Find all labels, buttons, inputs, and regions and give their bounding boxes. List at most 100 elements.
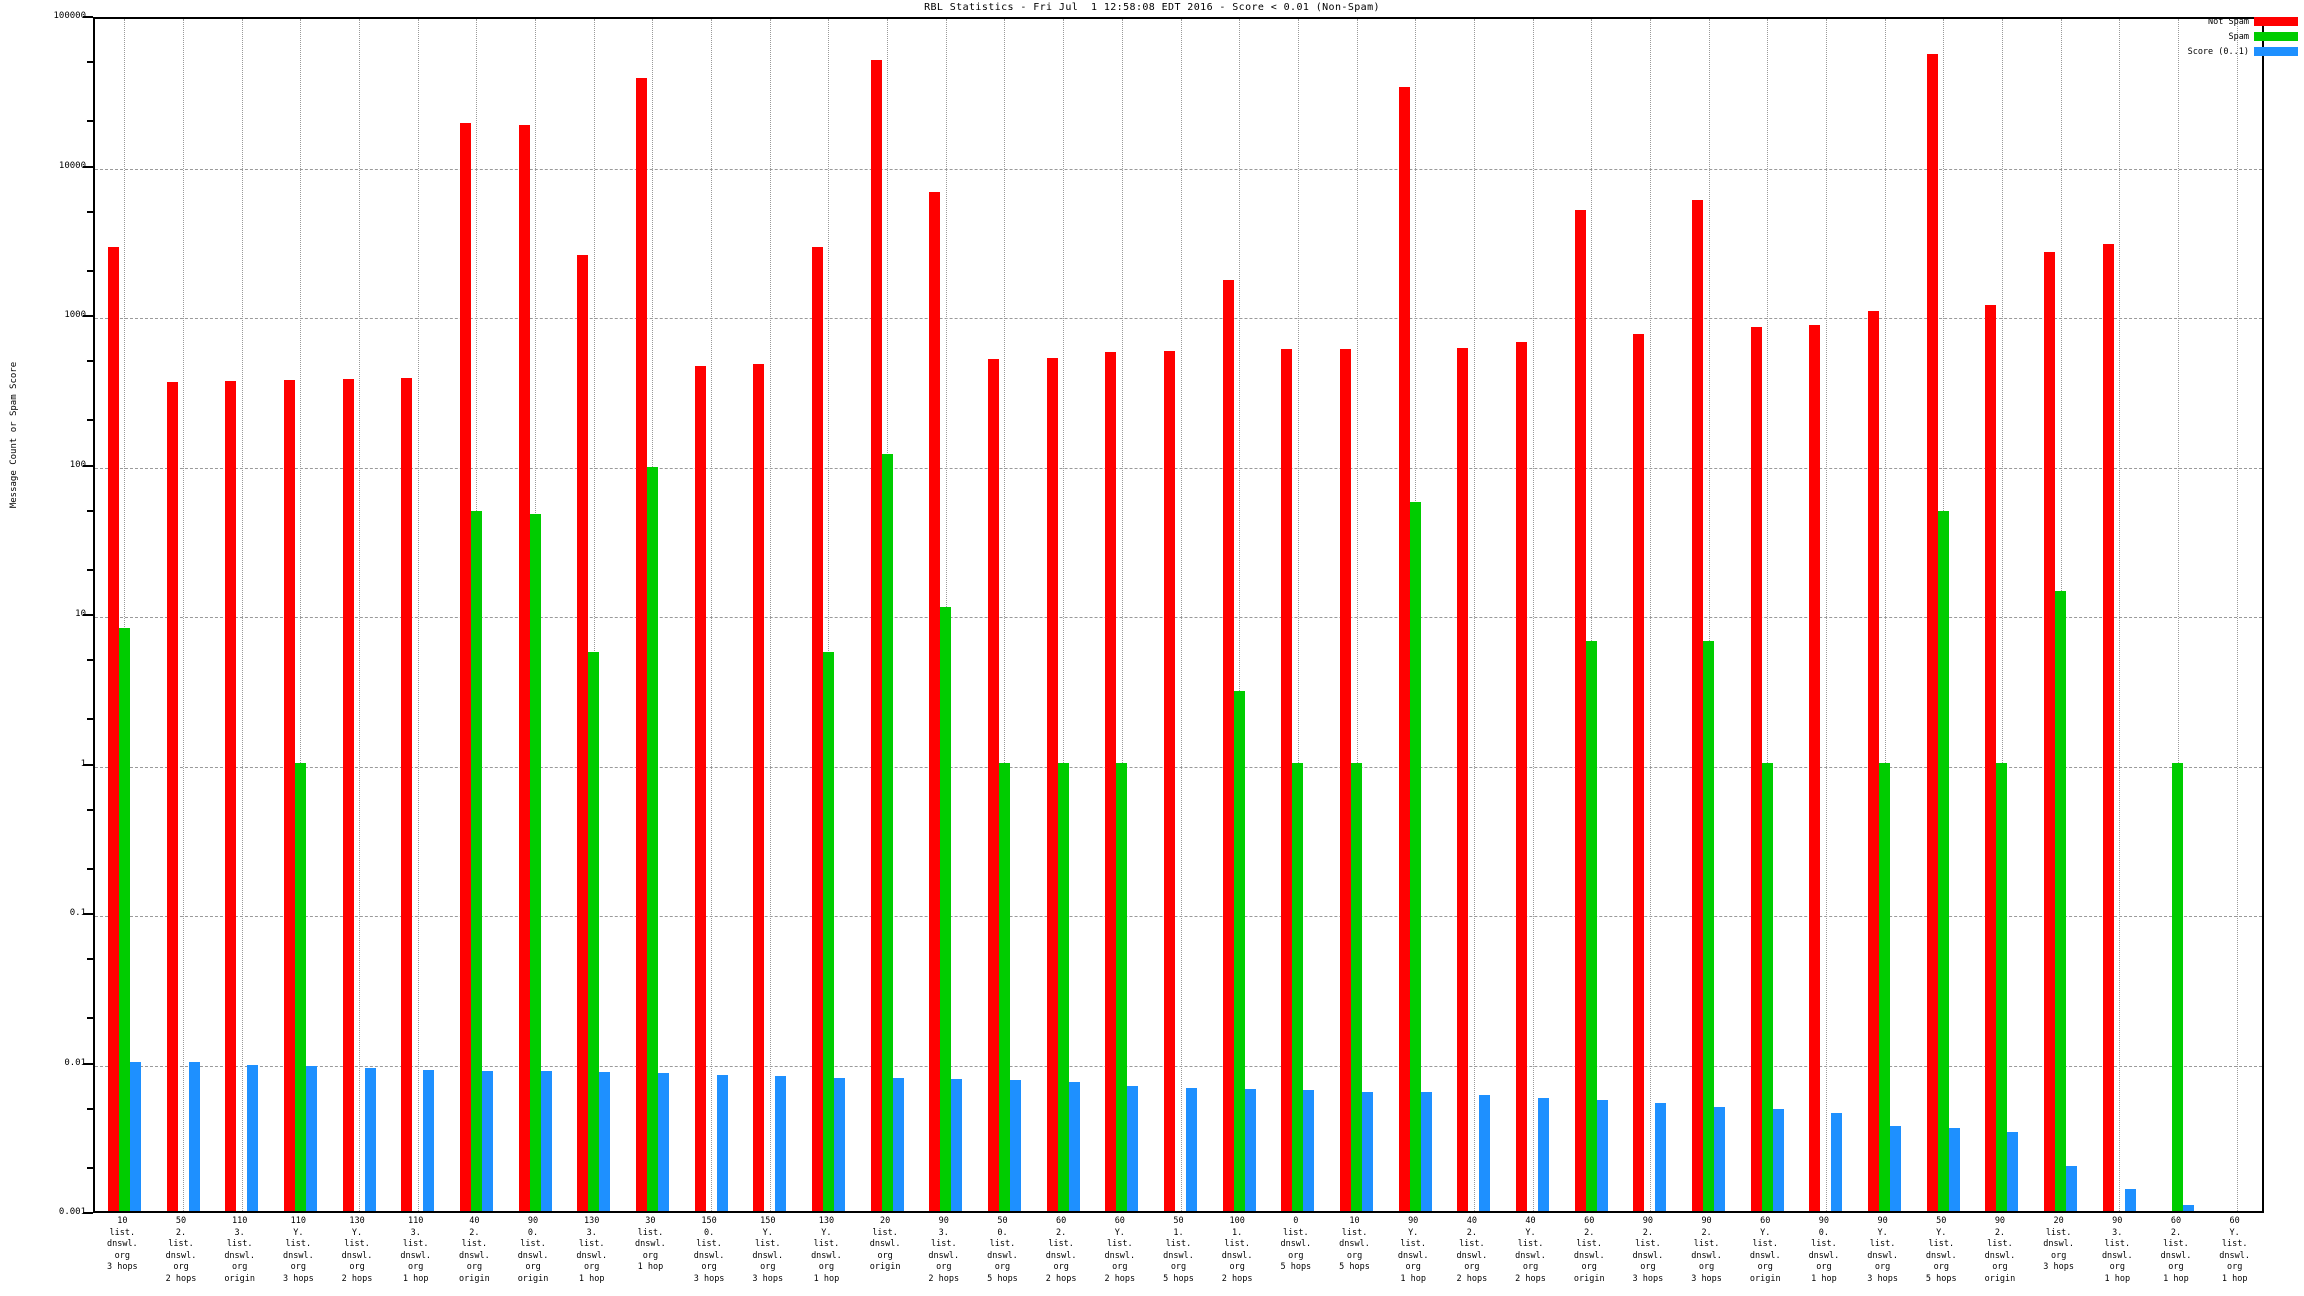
bar-score[interactable] <box>1479 1094 1490 1211</box>
bar-not-spam[interactable] <box>1751 326 1762 1211</box>
bar-not-spam[interactable] <box>2044 251 2055 1211</box>
x-axis-tick-label: 130 Y. list. dnswl. org 2 hops <box>341 1216 373 1284</box>
bar-score[interactable] <box>1538 1098 1549 1211</box>
bar-score[interactable] <box>1303 1090 1314 1211</box>
gridline-vertical <box>594 19 595 1211</box>
bar-not-spam[interactable] <box>401 377 412 1211</box>
bar-score[interactable] <box>2007 1131 2018 1211</box>
bar-not-spam[interactable] <box>1927 53 1938 1211</box>
bar-not-spam[interactable] <box>1105 351 1116 1211</box>
bar-spam[interactable] <box>1351 762 1362 1211</box>
x-axis-tick-label: 60 Y. list. dnswl. org 1 hop <box>2219 1216 2250 1284</box>
bar-spam[interactable] <box>1234 691 1245 1211</box>
bar-spam[interactable] <box>1058 762 1069 1211</box>
bar-score[interactable] <box>599 1072 610 1211</box>
bar-score[interactable] <box>1949 1127 1960 1211</box>
bar-spam[interactable] <box>530 513 541 1211</box>
bar-spam[interactable] <box>2055 591 2066 1211</box>
bar-spam[interactable] <box>1879 762 1890 1211</box>
bar-spam[interactable] <box>940 606 951 1211</box>
bar-score[interactable] <box>1010 1080 1021 1211</box>
bar-score[interactable] <box>306 1066 317 1211</box>
bar-spam[interactable] <box>999 762 1010 1211</box>
bar-spam[interactable] <box>1703 640 1714 1211</box>
bar-spam[interactable] <box>1410 502 1421 1211</box>
bar-not-spam[interactable] <box>225 381 236 1211</box>
bar-spam[interactable] <box>1586 640 1597 1211</box>
bar-not-spam[interactable] <box>167 382 178 1211</box>
bar-not-spam[interactable] <box>1281 349 1292 1211</box>
bar-score[interactable] <box>1773 1109 1784 1211</box>
bar-not-spam[interactable] <box>929 192 940 1211</box>
bar-score[interactable] <box>2183 1204 2194 1211</box>
bar-score[interactable] <box>247 1064 258 1211</box>
bar-spam[interactable] <box>1938 511 1949 1211</box>
bar-score[interactable] <box>775 1076 786 1211</box>
x-axis-tick-label: 50 1. list. dnswl. org 5 hops <box>1163 1216 1194 1284</box>
bar-not-spam[interactable] <box>519 124 530 1211</box>
bar-score[interactable] <box>1069 1081 1080 1211</box>
bar-spam[interactable] <box>882 454 893 1211</box>
bar-score[interactable] <box>951 1079 962 1211</box>
bar-spam[interactable] <box>588 651 599 1211</box>
bar-score[interactable] <box>1362 1091 1373 1211</box>
x-axis-tick-label: 90 2. list. dnswl. org 3 hops <box>1632 1216 1664 1284</box>
bar-not-spam[interactable] <box>1868 310 1879 1211</box>
bar-score[interactable] <box>658 1072 669 1211</box>
bar-score[interactable] <box>1421 1091 1432 1211</box>
bar-spam[interactable] <box>295 762 306 1211</box>
bar-not-spam[interactable] <box>1575 209 1586 1211</box>
bar-score[interactable] <box>541 1070 552 1211</box>
bar-not-spam[interactable] <box>577 254 588 1211</box>
bar-not-spam[interactable] <box>1692 199 1703 1211</box>
bar-score[interactable] <box>423 1069 434 1211</box>
bar-not-spam[interactable] <box>812 247 823 1211</box>
bar-score[interactable] <box>893 1077 904 1211</box>
bar-spam[interactable] <box>119 627 130 1211</box>
bar-not-spam[interactable] <box>988 359 999 1211</box>
bar-score[interactable] <box>1714 1106 1725 1211</box>
bar-score[interactable] <box>130 1061 141 1211</box>
bar-spam[interactable] <box>1762 762 1773 1211</box>
bar-not-spam[interactable] <box>1047 357 1058 1211</box>
bar-not-spam[interactable] <box>1399 86 1410 1211</box>
bar-score[interactable] <box>1831 1113 1842 1211</box>
bar-score[interactable] <box>1655 1102 1666 1211</box>
bar-not-spam[interactable] <box>1457 348 1468 1211</box>
bar-not-spam[interactable] <box>636 77 647 1211</box>
bar-not-spam[interactable] <box>108 247 119 1211</box>
bar-not-spam[interactable] <box>1516 341 1527 1211</box>
bar-spam[interactable] <box>647 466 658 1211</box>
bar-spam[interactable] <box>823 651 834 1211</box>
bar-not-spam[interactable] <box>460 122 471 1211</box>
bar-not-spam[interactable] <box>1633 334 1644 1211</box>
bar-score[interactable] <box>1597 1100 1608 1211</box>
bar-score[interactable] <box>482 1070 493 1211</box>
bar-not-spam[interactable] <box>1164 350 1175 1211</box>
bar-score[interactable] <box>834 1077 845 1211</box>
bar-not-spam[interactable] <box>695 365 706 1211</box>
bar-spam[interactable] <box>1116 762 1127 1211</box>
bar-not-spam[interactable] <box>753 364 764 1211</box>
bar-spam[interactable] <box>1996 762 2007 1211</box>
bar-spam[interactable] <box>2172 762 2183 1211</box>
bar-score[interactable] <box>2066 1166 2077 1211</box>
bar-spam[interactable] <box>471 511 482 1211</box>
bar-not-spam[interactable] <box>1985 304 1996 1211</box>
bar-score[interactable] <box>717 1075 728 1211</box>
bar-spam[interactable] <box>1292 762 1303 1211</box>
bar-score[interactable] <box>1890 1126 1901 1211</box>
bar-score[interactable] <box>365 1068 376 1211</box>
bar-not-spam[interactable] <box>284 380 295 1211</box>
bar-not-spam[interactable] <box>343 378 354 1211</box>
bar-not-spam[interactable] <box>2103 243 2114 1211</box>
bar-score[interactable] <box>2125 1189 2136 1211</box>
bar-score[interactable] <box>189 1062 200 1211</box>
bar-not-spam[interactable] <box>1340 349 1351 1211</box>
bar-score[interactable] <box>1245 1089 1256 1211</box>
bar-not-spam[interactable] <box>1223 279 1234 1211</box>
bar-score[interactable] <box>1186 1088 1197 1211</box>
bar-not-spam[interactable] <box>871 60 882 1211</box>
bar-score[interactable] <box>1127 1085 1138 1211</box>
bar-not-spam[interactable] <box>1809 325 1820 1211</box>
